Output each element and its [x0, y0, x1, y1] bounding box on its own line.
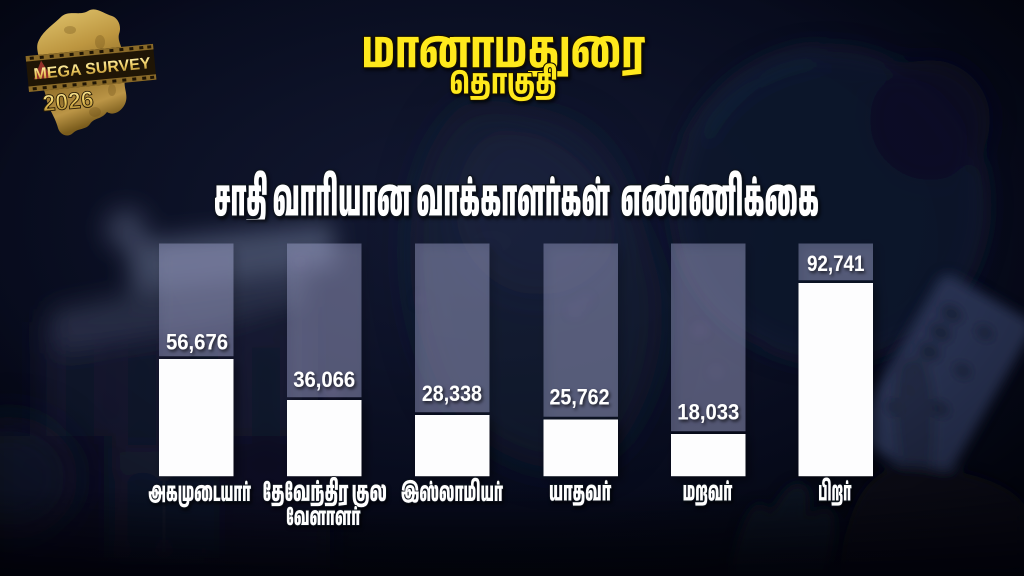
svg-text:36,066: 36,066	[293, 367, 355, 392]
svg-text:25,762: 25,762	[550, 384, 610, 409]
svg-text:2026: 2026	[41, 86, 94, 116]
svg-text:92,741: 92,741	[807, 251, 865, 276]
svg-text:18,033: 18,033	[677, 399, 739, 424]
svg-text:56,676: 56,676	[166, 330, 228, 355]
svg-text:28,338: 28,338	[422, 381, 482, 406]
